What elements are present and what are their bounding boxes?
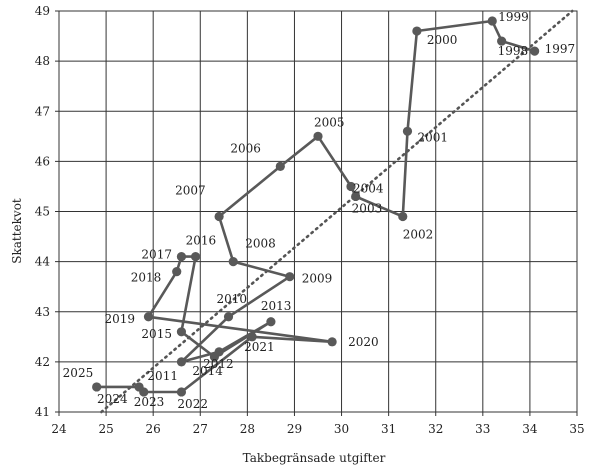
point-label-2000: 2000 bbox=[427, 33, 458, 47]
y-tick-label: 43 bbox=[35, 305, 50, 319]
point-label-2004: 2004 bbox=[353, 181, 384, 195]
reference-line bbox=[100, 9, 574, 414]
point-label-1998: 1998 bbox=[498, 44, 529, 58]
point-label-2016: 2016 bbox=[186, 234, 217, 248]
data-point-1998 bbox=[497, 36, 507, 46]
point-label-2006: 2006 bbox=[230, 141, 261, 155]
point-label-2011: 2011 bbox=[147, 369, 178, 383]
x-axis-ticks: 24 25 26 27 28 29 30 31 32 33 34 35 bbox=[51, 412, 585, 436]
point-label-2010: 2010 bbox=[217, 292, 248, 306]
data-point-1999 bbox=[487, 16, 497, 26]
x-tick-label: 32 bbox=[428, 422, 443, 436]
data-point-1997 bbox=[530, 46, 540, 56]
x-tick-label: 30 bbox=[334, 422, 349, 436]
data-point-2008 bbox=[228, 257, 238, 267]
x-tick-label: 34 bbox=[522, 422, 538, 436]
y-tick-label: 44 bbox=[35, 255, 51, 269]
point-label-2008: 2008 bbox=[245, 237, 276, 251]
point-label-2005: 2005 bbox=[314, 115, 345, 129]
data-point-2017 bbox=[176, 252, 187, 262]
data-point-2015 bbox=[176, 327, 187, 337]
y-axis-ticks: 41 42 43 44 45 46 47 48 49 bbox=[35, 4, 59, 419]
data-point-2013 bbox=[266, 317, 276, 327]
data-point-2004 bbox=[346, 181, 356, 192]
y-tick-label: 45 bbox=[35, 205, 50, 219]
point-label-2013: 2013 bbox=[261, 299, 292, 313]
data-point-2020 bbox=[327, 337, 337, 347]
point-label-2014: 2014 bbox=[192, 364, 223, 378]
x-tick-label: 35 bbox=[569, 422, 584, 436]
data-point-2011 bbox=[176, 357, 187, 367]
data-point-2009 bbox=[285, 272, 295, 282]
point-label-2001: 2001 bbox=[417, 130, 448, 144]
data-point-2021 bbox=[247, 332, 257, 342]
point-label-2022: 2022 bbox=[177, 397, 208, 411]
point-label-2024: 2024 bbox=[97, 392, 128, 406]
data-point-2002 bbox=[398, 211, 408, 222]
y-tick-label: 49 bbox=[35, 4, 50, 18]
point-labels: 1997 1998 1999 2000 2001 2002 2003 2004 2005 2006… bbox=[63, 10, 575, 411]
point-label-2012: 2012 bbox=[203, 357, 234, 371]
x-tick-label: 27 bbox=[193, 422, 208, 436]
y-tick-label: 47 bbox=[35, 104, 50, 118]
point-label-2017: 2017 bbox=[141, 248, 172, 262]
x-tick-label: 26 bbox=[146, 422, 161, 436]
x-tick-label: 33 bbox=[475, 422, 490, 436]
point-label-2019: 2019 bbox=[104, 312, 135, 326]
data-point-2003 bbox=[351, 191, 361, 202]
data-point-2025 bbox=[92, 382, 102, 392]
data-point-2006 bbox=[275, 161, 285, 171]
point-label-2023: 2023 bbox=[134, 395, 165, 409]
x-tick-label: 28 bbox=[240, 422, 255, 436]
data-point-2010 bbox=[223, 312, 234, 322]
data-point-2007 bbox=[214, 211, 224, 222]
point-label-2025: 2025 bbox=[63, 366, 94, 380]
data-point-2005 bbox=[313, 131, 323, 141]
data-point-2019 bbox=[143, 312, 154, 322]
point-label-2009: 2009 bbox=[302, 272, 333, 286]
data-point-2001 bbox=[402, 126, 413, 136]
point-label-2015: 2015 bbox=[141, 327, 172, 341]
x-axis-label: Takbegränsade utgifter bbox=[243, 451, 386, 465]
data-point-2014 bbox=[209, 352, 219, 362]
y-tick-label: 42 bbox=[35, 355, 50, 369]
y-axis-label: Skattekvot bbox=[10, 198, 24, 264]
data-point-2018 bbox=[172, 267, 182, 277]
data-point-2000 bbox=[412, 26, 422, 36]
y-tick-label: 46 bbox=[35, 154, 50, 168]
data-point-2016 bbox=[190, 252, 201, 262]
point-label-2020: 2020 bbox=[348, 335, 379, 349]
point-label-2007: 2007 bbox=[175, 184, 206, 198]
markers bbox=[92, 16, 540, 397]
x-tick-label: 29 bbox=[287, 422, 302, 436]
point-label-2021: 2021 bbox=[244, 340, 275, 354]
x-tick-label: 25 bbox=[98, 422, 113, 436]
point-label-2003: 2003 bbox=[352, 201, 383, 215]
data-point-2024 bbox=[134, 382, 144, 392]
data-point-2022 bbox=[176, 387, 187, 397]
point-label-1999: 1999 bbox=[498, 10, 529, 24]
y-tick-label: 41 bbox=[35, 405, 50, 419]
y-tick-label: 48 bbox=[35, 54, 50, 68]
grid bbox=[59, 11, 577, 412]
point-label-1997: 1997 bbox=[545, 42, 576, 56]
point-label-2002: 2002 bbox=[403, 228, 434, 242]
x-tick-label: 31 bbox=[381, 422, 396, 436]
point-label-2018: 2018 bbox=[131, 271, 162, 285]
x-tick-label: 24 bbox=[51, 422, 67, 436]
